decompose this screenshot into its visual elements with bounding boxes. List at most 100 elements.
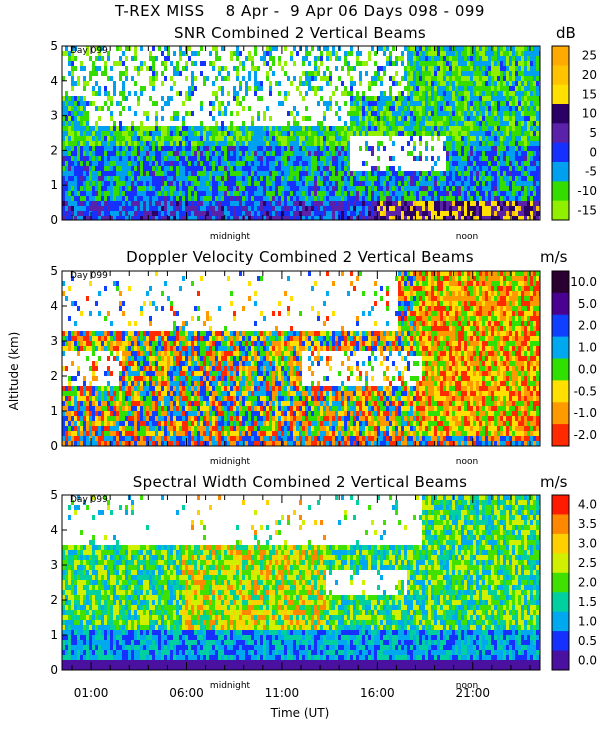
snr-cell bbox=[71, 176, 74, 181]
snr-cell bbox=[161, 131, 164, 136]
snr-cell bbox=[410, 131, 413, 136]
snr-cell bbox=[392, 196, 395, 201]
snr-cell bbox=[317, 201, 320, 206]
snr-cell bbox=[98, 126, 101, 131]
snr-cell bbox=[362, 191, 365, 196]
snr-cell bbox=[314, 151, 317, 156]
snr-cell bbox=[164, 136, 167, 141]
snr-cell bbox=[425, 156, 428, 161]
snr-cell bbox=[113, 201, 116, 206]
snr-cell bbox=[410, 151, 413, 156]
doppler-cell bbox=[65, 296, 68, 301]
doppler-cell bbox=[98, 331, 101, 336]
snr-cell bbox=[500, 216, 503, 220]
snr-cell bbox=[503, 106, 506, 111]
snr-cell bbox=[455, 71, 458, 76]
doppler-cell bbox=[74, 321, 77, 326]
snr-cell bbox=[530, 61, 533, 66]
snr-cell bbox=[473, 126, 476, 131]
snr-cell bbox=[416, 211, 419, 216]
snr-cell bbox=[89, 126, 92, 131]
snr-cell bbox=[164, 206, 167, 211]
snr-cell bbox=[533, 171, 536, 176]
snr-cell bbox=[296, 111, 299, 116]
snr-cell bbox=[500, 186, 503, 191]
snr-cell bbox=[524, 86, 527, 91]
snr-cell bbox=[116, 61, 119, 66]
snr-cell bbox=[377, 76, 380, 81]
snr-cell bbox=[116, 146, 119, 151]
snr-cell bbox=[422, 126, 425, 131]
doppler-cell bbox=[119, 396, 122, 401]
snr-cell bbox=[377, 141, 380, 146]
snr-cell bbox=[434, 201, 437, 206]
snr-cell bbox=[188, 211, 191, 216]
doppler-cell bbox=[101, 391, 104, 396]
doppler-cell bbox=[98, 311, 101, 316]
snr-cell bbox=[188, 176, 191, 181]
snr-cell bbox=[389, 131, 392, 136]
snr-cell bbox=[254, 76, 257, 81]
snr-cell bbox=[485, 126, 488, 131]
snr-cell bbox=[470, 196, 473, 201]
snr-cell bbox=[134, 46, 137, 51]
snr-cell bbox=[308, 81, 311, 86]
snr-cell bbox=[497, 76, 500, 81]
snr-cell bbox=[314, 181, 317, 186]
doppler-cell bbox=[86, 401, 89, 406]
snr-cell bbox=[71, 111, 74, 116]
snr-cell bbox=[281, 216, 284, 220]
snr-cell bbox=[530, 121, 533, 126]
snr-cell bbox=[500, 76, 503, 81]
snr-cell bbox=[239, 171, 242, 176]
snr-cell bbox=[416, 206, 419, 211]
snr-cell bbox=[518, 116, 521, 121]
snr-cell bbox=[278, 181, 281, 186]
snr-cell bbox=[530, 96, 533, 101]
snr-cell bbox=[347, 131, 350, 136]
snr-cell bbox=[338, 181, 341, 186]
snr-cell bbox=[533, 166, 536, 171]
snr-cell bbox=[233, 156, 236, 161]
snr-cell bbox=[152, 201, 155, 206]
snr-cell bbox=[473, 216, 476, 220]
snr-cell bbox=[122, 71, 125, 76]
snr-cell bbox=[80, 166, 83, 171]
snr-cell bbox=[92, 166, 95, 171]
snr-cell bbox=[92, 181, 95, 186]
snr-cell bbox=[521, 206, 524, 211]
snr-cell bbox=[347, 166, 350, 171]
snr-cell bbox=[533, 151, 536, 156]
snr-cell bbox=[512, 176, 515, 181]
snr-cell bbox=[500, 91, 503, 96]
snr-cell bbox=[458, 176, 461, 181]
snr-cell bbox=[524, 76, 527, 81]
snr-cell bbox=[446, 151, 449, 156]
snr-cell bbox=[341, 191, 344, 196]
snr-cell bbox=[113, 171, 116, 176]
snr-cell bbox=[467, 86, 470, 91]
snr-cell bbox=[248, 131, 251, 136]
snr-cell bbox=[146, 216, 149, 220]
snr-cell bbox=[80, 151, 83, 156]
snr-cell bbox=[518, 61, 521, 66]
snr-cell bbox=[377, 121, 380, 126]
snr-cell bbox=[359, 111, 362, 116]
snr-cell bbox=[266, 176, 269, 181]
snr-cell bbox=[71, 106, 74, 111]
snr-cell bbox=[488, 131, 491, 136]
snr-cell bbox=[425, 96, 428, 101]
snr-cell bbox=[404, 186, 407, 191]
doppler-cell bbox=[110, 436, 113, 441]
snr-cell bbox=[179, 46, 182, 51]
snr-cell bbox=[368, 116, 371, 121]
snr-cell bbox=[419, 206, 422, 211]
snr-cell bbox=[446, 46, 449, 51]
snr-cell bbox=[254, 206, 257, 211]
snr-cell bbox=[494, 186, 497, 191]
doppler-cell bbox=[98, 401, 101, 406]
snr-cell bbox=[428, 106, 431, 111]
snr-cell bbox=[275, 166, 278, 171]
snr-cell bbox=[74, 121, 77, 126]
doppler-cell bbox=[98, 426, 101, 431]
